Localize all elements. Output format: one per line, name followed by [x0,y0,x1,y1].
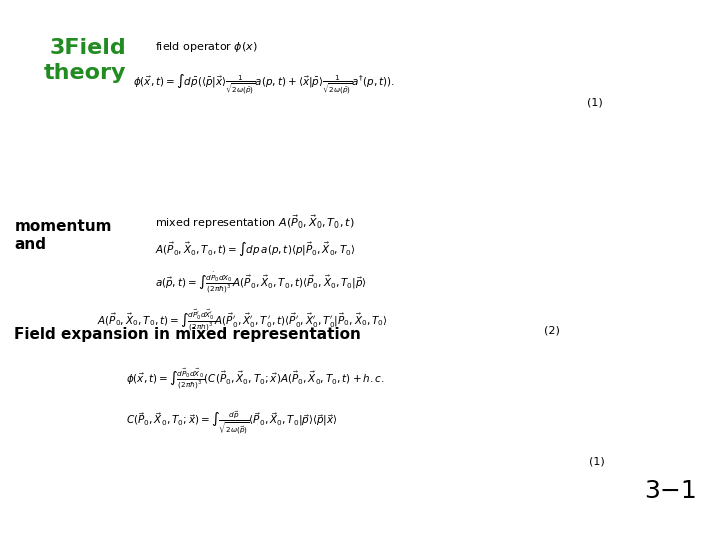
Text: (1): (1) [589,456,605,467]
Text: $\phi(\vec{x},t) = \int d\bar{p}(\langle\bar{p}|\vec{x}\rangle\frac{1}{\sqrt{2\o: $\phi(\vec{x},t) = \int d\bar{p}(\langle… [133,73,395,97]
Text: $A(\vec{P}_0, \vec{X}_0, T_0, t) = \int dp\,a(p,t)\langle p|\vec{P}_0, \vec{X}_0: $A(\vec{P}_0, \vec{X}_0, T_0, t) = \int … [155,240,356,259]
Text: 3Field
theory: 3Field theory [43,38,126,83]
Text: $\phi(\vec{x},t) = \int \frac{d\vec{P}_0 d\vec{X}_0}{(2\pi\hbar)^3}(C(\vec{P}_0,: $\phi(\vec{x},t) = \int \frac{d\vec{P}_0… [126,367,384,393]
Text: field operator $\phi(x)$: field operator $\phi(x)$ [155,40,258,55]
Text: momentum
and: momentum and [14,219,112,252]
Text: $a(\vec{p},t) = \int \frac{d\dot{P}_0 dX_0}{(2\pi\hbar)^3}A(\vec{P}_0, \vec{X}_0: $a(\vec{p},t) = \int \frac{d\dot{P}_0 dX… [155,270,367,296]
Text: (1): (1) [587,97,603,107]
Text: mixed representation $A(\vec{P}_0, \vec{X}_0, T_0, t)$: mixed representation $A(\vec{P}_0, \vec{… [155,213,354,231]
Text: $C(\vec{P}_0, \vec{X}_0, T_0;\vec{x}) = \int \frac{d\vec{p}}{\sqrt{2\omega(\vec{: $C(\vec{P}_0, \vec{X}_0, T_0;\vec{x}) = … [126,410,338,437]
Text: $A(\vec{P}_0, \vec{X}_0, T_0, t) = \int \frac{d\vec{P}_0^{\prime}d\vec{X}_0^{\pr: $A(\vec{P}_0, \vec{X}_0, T_0, t) = \int … [97,308,388,334]
Text: (2): (2) [544,325,559,335]
Text: 3−1: 3−1 [644,480,697,503]
Text: Field expansion in mixed representation: Field expansion in mixed representation [14,327,361,342]
